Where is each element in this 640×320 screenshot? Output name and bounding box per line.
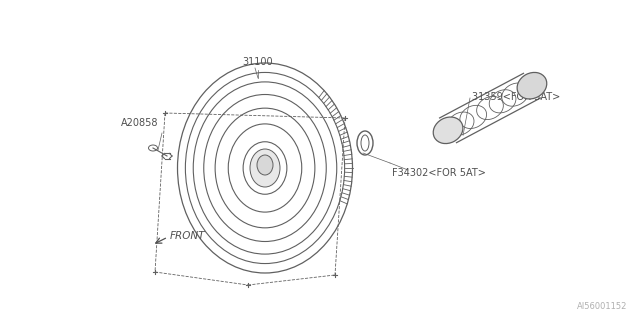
Ellipse shape	[433, 117, 463, 144]
Text: 31100: 31100	[243, 57, 273, 67]
Text: F34302<FOR 5AT>: F34302<FOR 5AT>	[392, 168, 486, 178]
Text: FRONT: FRONT	[170, 231, 205, 241]
Text: A20858: A20858	[120, 118, 158, 128]
Ellipse shape	[257, 155, 273, 175]
Ellipse shape	[250, 149, 280, 187]
Text: 31359<FOR 5AT>: 31359<FOR 5AT>	[472, 92, 560, 102]
Ellipse shape	[361, 135, 369, 151]
Text: AI56001152: AI56001152	[577, 302, 627, 311]
Ellipse shape	[517, 72, 547, 99]
